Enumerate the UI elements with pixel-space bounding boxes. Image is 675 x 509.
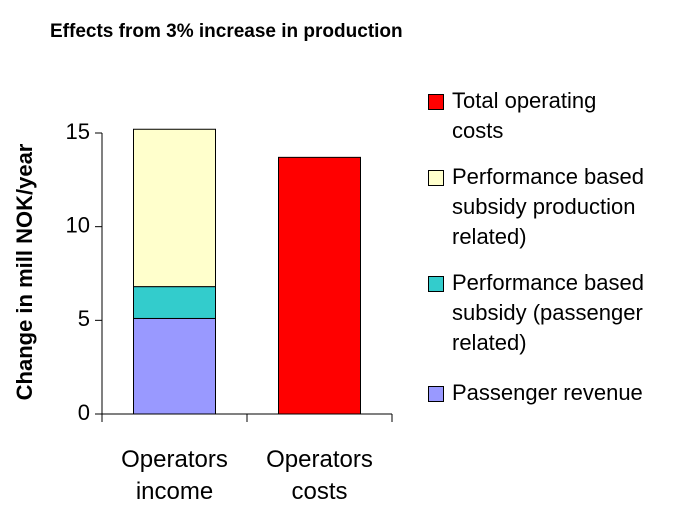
- legend-swatch: [428, 94, 444, 110]
- x-tick-label: Operators income: [121, 446, 228, 505]
- y-tick-label: 10: [66, 212, 90, 237]
- y-tick-label: 15: [66, 119, 90, 144]
- legend-label: Performance based subsidy (passenger rel…: [452, 270, 644, 355]
- y-tick-label: 5: [78, 306, 90, 331]
- y-tick-label: 0: [78, 400, 90, 425]
- legend-item: Performance based subsidy (passenger rel…: [428, 268, 675, 358]
- chart-title: Effects from 3% increase in production: [50, 21, 403, 42]
- bar-segment: [278, 156, 361, 415]
- legend-swatch: [428, 276, 444, 292]
- legend-label: Total operating costs: [452, 88, 597, 143]
- bar-segment: [133, 286, 216, 319]
- legend-item: Performance based subsidy production rel…: [428, 162, 675, 252]
- legend-item: Passenger revenue: [428, 378, 675, 408]
- legend-item: Total operating costs: [428, 86, 632, 146]
- bar-segment: [133, 128, 216, 288]
- legend-swatch: [428, 170, 444, 186]
- x-tick-label: Operators costs: [266, 446, 373, 505]
- legend-label: Performance based subsidy production rel…: [452, 164, 644, 249]
- legend-label: Passenger revenue: [452, 380, 643, 405]
- legend-swatch: [428, 386, 444, 402]
- bar-segment: [133, 317, 216, 415]
- y-axis-label: Change in mill NOK/year: [12, 143, 37, 400]
